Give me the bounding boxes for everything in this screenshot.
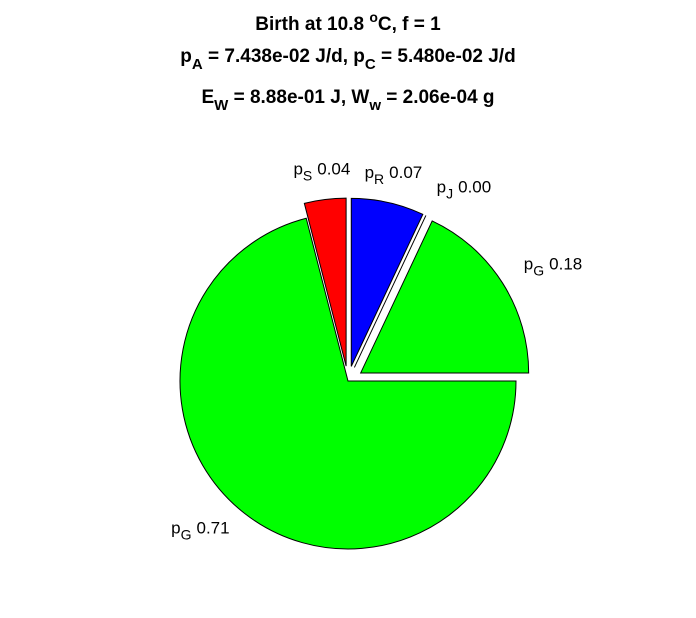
title-line: EW = 8.88e-01 J, Ww = 2.06e-04 g xyxy=(201,87,494,114)
title-text: p xyxy=(180,46,192,67)
title-text: Birth at 10.8 xyxy=(255,14,369,35)
label-value: 0.71 xyxy=(196,519,229,538)
title-text: = 5.480e-02 J/d xyxy=(376,46,516,67)
label-sub: G xyxy=(533,262,544,278)
pie-slice xyxy=(353,215,427,368)
slice-label: pJ 0.00 xyxy=(437,178,492,202)
label-value: 0.00 xyxy=(458,178,491,197)
label-text: p xyxy=(293,159,302,178)
label-sub: R xyxy=(374,171,384,187)
label-value: 0.04 xyxy=(317,159,350,178)
label-sub: G xyxy=(181,527,192,543)
title-text: E xyxy=(201,87,214,108)
title-sup: o xyxy=(369,9,378,25)
slice-label: pG 0.71 xyxy=(171,519,229,543)
title-text: = 7.438e-02 J/d, p xyxy=(203,46,365,67)
slice-label: pG 0.18 xyxy=(524,254,582,278)
title-text: = 2.06e-04 g xyxy=(381,87,495,108)
pie-slice xyxy=(359,220,530,374)
title-sub: A xyxy=(192,56,203,73)
title-text: C, f = 1 xyxy=(378,14,441,35)
title-sub: W xyxy=(214,97,229,114)
title-line: pA = 7.438e-02 J/d, pC = 5.480e-02 J/d xyxy=(180,46,515,73)
slice-label: pR 0.07 xyxy=(365,163,423,187)
label-sub: J xyxy=(446,186,453,202)
label-value: 0.07 xyxy=(389,163,422,182)
pie-slice xyxy=(350,197,424,367)
title-text: = 8.88e-01 J, W xyxy=(228,87,369,108)
label-text: p xyxy=(171,519,180,538)
label-text: p xyxy=(437,178,446,197)
title-sub: w xyxy=(368,97,381,114)
title-sub: C xyxy=(365,56,376,73)
pie-slice xyxy=(179,217,517,550)
label-text: p xyxy=(524,254,533,273)
label-sub: S xyxy=(303,167,312,183)
label-text: p xyxy=(365,163,374,182)
title-line: Birth at 10.8 oC, f = 1 xyxy=(255,9,441,35)
label-value: 0.18 xyxy=(549,254,582,273)
pie-slice xyxy=(303,197,347,367)
slice-label: pS 0.04 xyxy=(293,159,350,183)
